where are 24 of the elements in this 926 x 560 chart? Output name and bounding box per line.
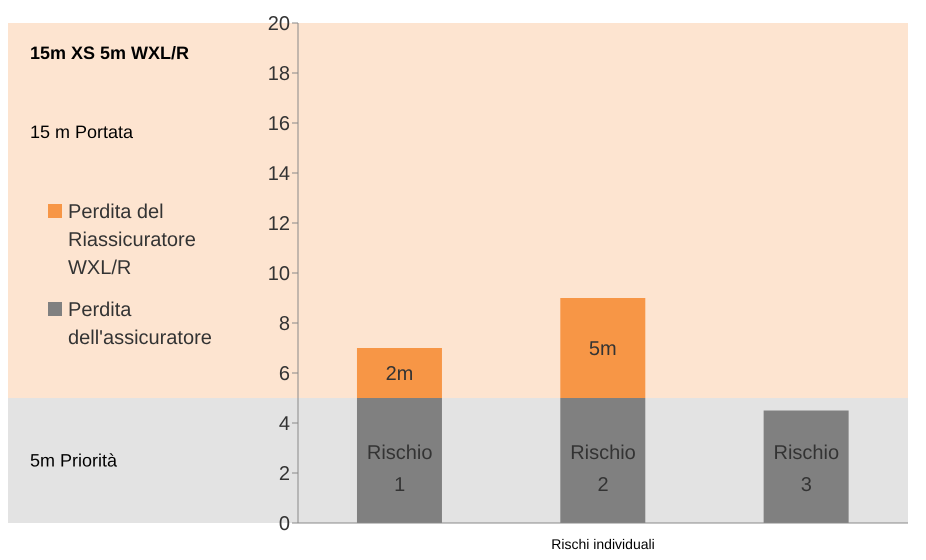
y-tick-label: 0 [278, 513, 290, 536]
legend-label: Perdita del Riassicuratore WXL/R [68, 200, 197, 281]
y-tick-label: 8 [278, 313, 290, 336]
y-tick-label: 12 [268, 213, 290, 236]
y-tick-label: 20 [268, 13, 290, 36]
band-label: 5m Priorità [30, 450, 118, 470]
x-tick-label: Rischio 3 [774, 442, 840, 496]
y-tick-label: 16 [268, 113, 290, 136]
y-tick-label: 6 [278, 363, 290, 386]
x-tick-label: Rischio 1 [366, 442, 432, 496]
y-tick-label: 4 [278, 413, 290, 436]
band-label: 15 m Portata [30, 122, 134, 142]
text: 15m XS 5m WXL/R [30, 42, 190, 65]
y-tick-label: 18 [268, 63, 290, 86]
bar [560, 298, 646, 398]
y-tick-label: 14 [268, 163, 290, 186]
y-tick-label: 2 [278, 463, 290, 486]
y-tick-label: 10 [268, 263, 290, 286]
annotation: 2m [386, 363, 414, 385]
annotation: 5m [588, 338, 617, 360]
legend-label: Perdita dell'assicuratore [68, 298, 213, 351]
x-tick-label: Rischio 2 [570, 442, 636, 496]
bar [356, 348, 442, 398]
x-axis-title: Rischi individuali [551, 536, 655, 552]
